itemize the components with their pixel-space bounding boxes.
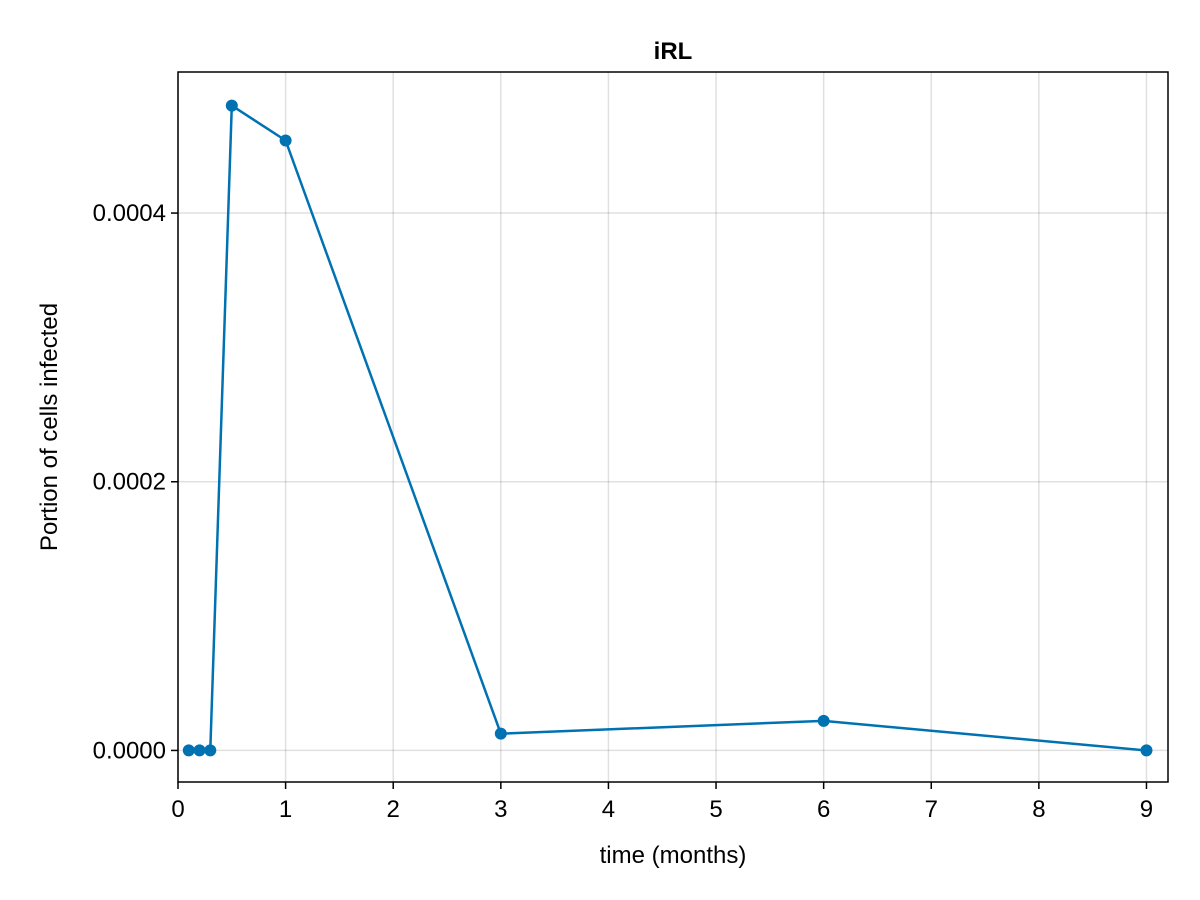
data-point	[1140, 744, 1153, 757]
data-point	[193, 744, 206, 757]
y-axis-label: Portion of cells infected	[36, 303, 63, 551]
plot-frame	[177, 71, 1169, 783]
data-point	[182, 744, 195, 757]
y-tick-label: 0.0002	[93, 469, 166, 496]
y-tick-label: 0.0004	[93, 200, 166, 227]
y-tick-label: 0.0000	[93, 737, 166, 764]
x-tick-label: 2	[387, 796, 400, 823]
x-tick-label: 0	[171, 796, 184, 823]
x-tick-label: 8	[1032, 796, 1045, 823]
series-layer	[182, 99, 1153, 757]
axis-ticks: 0 1 2 3 4 5 6 7 8 9 0.0000 0.0002 0.0004	[93, 200, 1154, 823]
chart-title: iRL	[654, 38, 693, 65]
x-tick-label: 6	[817, 796, 830, 823]
grid	[177, 72, 1168, 782]
data-point	[225, 99, 238, 112]
x-tick-label: 4	[602, 796, 615, 823]
x-tick-label: 5	[709, 796, 722, 823]
data-point	[204, 744, 217, 757]
x-tick-label: 3	[494, 796, 507, 823]
data-point	[279, 134, 292, 147]
data-point	[817, 714, 830, 727]
x-tick-label: 7	[925, 796, 938, 823]
data-point	[494, 727, 507, 740]
x-tick-label: 9	[1140, 796, 1153, 823]
x-tick-label: 1	[279, 796, 292, 823]
x-axis-label: time (months)	[600, 842, 747, 869]
